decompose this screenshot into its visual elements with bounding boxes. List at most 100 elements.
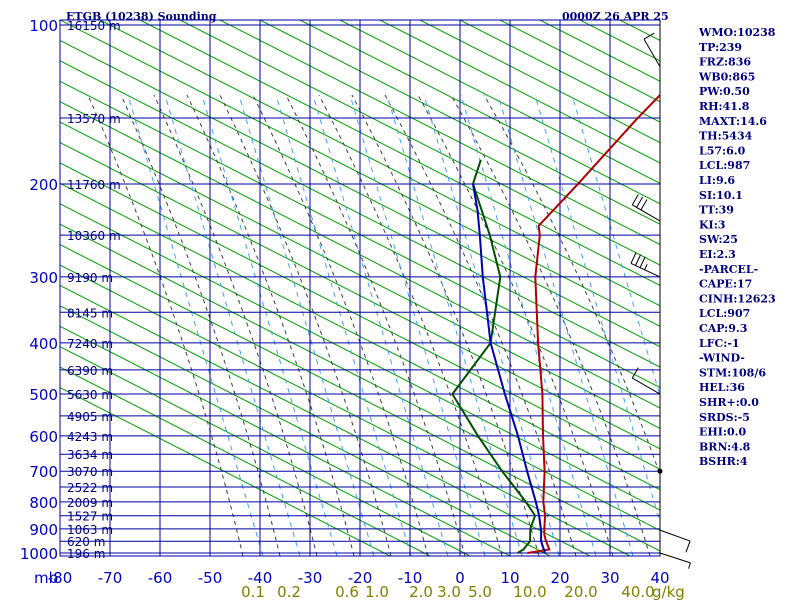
height-label: 620 m (67, 535, 105, 549)
dry-adiabat (60, 366, 431, 556)
dry-adiabat (60, 60, 660, 368)
dry-adiabat (60, 284, 591, 556)
dry-adiabat (459, 20, 660, 123)
height-label: 4905 m (67, 410, 113, 424)
index-entry: EHI:0.0 (699, 426, 746, 439)
temperature-tick: -60 (148, 569, 173, 587)
height-label: 16150 m (67, 19, 121, 33)
index-entry: CAP:9.3 (699, 322, 747, 335)
wind-barb (631, 194, 661, 222)
height-label: 5630 m (67, 388, 113, 402)
mixing-ratio-tick: 0.2 (277, 583, 301, 600)
height-label: 4243 m (67, 430, 113, 444)
index-entry: BSHR:4 (699, 455, 748, 468)
mixing-ratio-tick: 10.0 (513, 583, 546, 600)
pressure-tick: 400 (29, 335, 58, 353)
index-entry: BRN:4.8 (699, 440, 751, 453)
pressure-tick: 800 (29, 494, 58, 512)
pressure-unit-label: mb (34, 569, 58, 587)
dry-adiabat (60, 346, 471, 556)
index-entry: LCL:907 (699, 307, 750, 320)
pressure-temperature-grid (59, 19, 661, 557)
mixing-ratio-tick: 20.0 (564, 583, 597, 600)
wind-barb-shaft (643, 38, 661, 68)
mixing-ratio-line (423, 94, 560, 556)
height-label: 2009 m (67, 496, 113, 510)
dry-adiabat (179, 20, 660, 266)
temperature-tick: -10 (398, 569, 423, 587)
height-label: 196 m (67, 547, 105, 561)
moist-adiabat (417, 94, 614, 556)
index-entry: LCL:987 (699, 159, 750, 172)
wind-barb-flag (639, 256, 646, 268)
dry-adiabat (60, 305, 551, 556)
height-label: 1527 m (67, 510, 113, 524)
temperature-tick: -50 (198, 569, 223, 587)
parcel-profile (472, 183, 546, 554)
height-label: 3070 m (67, 465, 113, 479)
wind-barb (659, 529, 691, 553)
index-entry: -PARCEL- (699, 263, 758, 276)
index-entry: -WIND- (699, 352, 745, 365)
index-entry: CINH:12623 (699, 292, 776, 305)
mixing-ratio-line (534, 94, 660, 524)
index-entry: FRZ:836 (699, 56, 751, 69)
temperature-tick: -70 (98, 569, 123, 587)
wind-barb-flag (635, 254, 642, 266)
wind-barb (659, 552, 691, 569)
index-entry: STM:108/6 (699, 366, 766, 379)
moist-adiabat (318, 94, 503, 556)
dry-adiabat (60, 162, 660, 470)
dry-adiabat (579, 20, 660, 62)
dry-adiabat (99, 20, 660, 307)
index-entry: WB0:865 (698, 70, 755, 83)
index-entry: KI:3 (699, 218, 725, 231)
dry-adiabat (60, 182, 660, 491)
moist-adiabat (87, 94, 244, 556)
height-label: 1063 m (67, 523, 113, 537)
moist-adiabat (384, 94, 577, 556)
mixing-ratio-line (312, 94, 449, 556)
temperature-tick: 20 (550, 569, 569, 587)
pressure-tick: 1000 (20, 545, 58, 563)
pressure-tick: 500 (29, 386, 58, 404)
index-entry: HEL:36 (699, 381, 745, 394)
height-label: 7240 m (67, 337, 113, 351)
profile-traces (451, 93, 660, 554)
dry-adiabat (219, 20, 660, 246)
moist-adiabat (219, 94, 392, 556)
height-label: 3634 m (67, 448, 113, 462)
index-entry: TP:239 (699, 41, 742, 54)
adiabat-lines (60, 20, 660, 556)
mixing-ratio-unit-label: g/kg (652, 583, 685, 600)
moist-adiabat (351, 94, 540, 556)
mixing-ratio-tick: 3.0 (437, 583, 461, 600)
wind-barb-flag (688, 562, 691, 569)
height-label: 2522 m (67, 481, 113, 495)
mixing-ratio-tick: 2.0 (409, 583, 433, 600)
mixing-ratio-line (238, 94, 375, 556)
dry-adiabat (60, 264, 631, 556)
dry-adiabat (60, 325, 511, 556)
height-label: 10360 m (67, 229, 121, 243)
dry-adiabat (299, 20, 660, 205)
wind-barb-flag (644, 264, 648, 270)
temperature-profile (527, 93, 660, 554)
index-entry: MAXT:14.6 (699, 115, 767, 128)
dry-adiabat (259, 20, 660, 225)
dry-adiabat (60, 223, 660, 532)
dry-adiabat (60, 203, 660, 511)
moist-adiabat (483, 94, 660, 477)
dry-adiabat (60, 386, 391, 556)
height-label: 13570 m (67, 112, 121, 126)
mixing-ratio-line (164, 94, 301, 556)
mixing-ratio-line (571, 94, 660, 398)
mixing-ratio-line (127, 94, 264, 556)
wind-barb-shaft (632, 377, 661, 395)
wind-barb (630, 252, 661, 278)
dry-adiabat (60, 39, 660, 348)
index-entry: SI:10.1 (699, 189, 743, 202)
